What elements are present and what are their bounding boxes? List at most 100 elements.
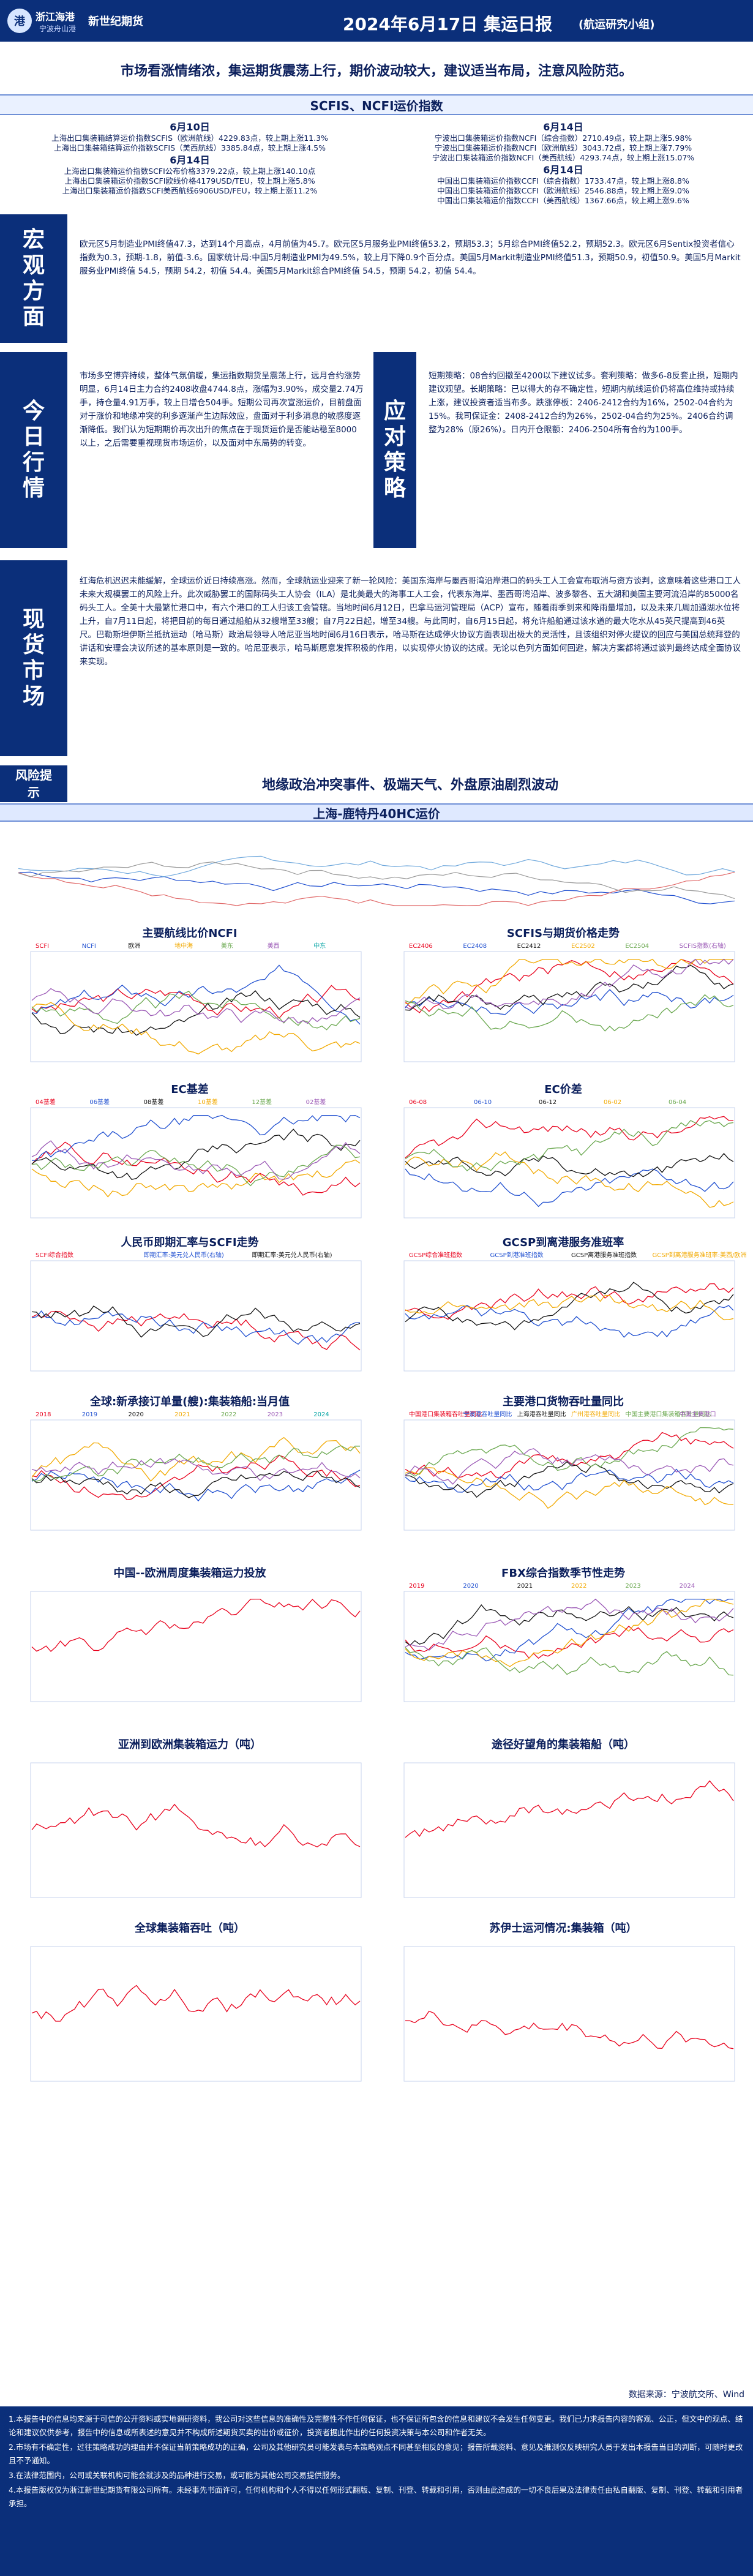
legend-entry: 06-02 [604, 1099, 621, 1106]
legend-entry: 中国主要港口集装箱吞吐量同比 [625, 1410, 711, 1418]
logo-tag: 宁波舟山港 [39, 24, 77, 33]
legend-entry: 06-12 [539, 1099, 556, 1106]
chart-frame [403, 1107, 735, 1219]
chart-frame [30, 1591, 362, 1702]
chart-series-line [31, 1436, 361, 1482]
disclaimer: 1.本报告中的信息均来源于可信的公开资料或实地调研资料，我公司对这些信息的准确性… [0, 2406, 753, 2576]
data-source: 数据来源：宁波航交所、Wind [628, 2390, 744, 2400]
chart-title: SCFIS与期货价格走势 [506, 927, 620, 940]
chart-series-line [31, 1128, 361, 1180]
chart-top [0, 824, 753, 922]
legend-entry: 10基差 [198, 1098, 218, 1106]
logo-company: 浙江海港 [36, 10, 75, 23]
chart-canvas: 2019 2020 2021 2022 2023 2024 [403, 1583, 735, 1702]
legend-entry: 2021 [174, 1411, 190, 1418]
index-row: 上海出口集装箱运价指数SCFI公布价格3379.22点，较上期上涨140.10点 [64, 167, 316, 176]
chart-canvas: 04基差 06基差 08基差 10基差 12基差 02基差 [30, 1098, 362, 1219]
chart-series-line [31, 1470, 361, 1502]
chart-frame [403, 1762, 735, 1898]
chart-series-line [31, 1002, 361, 1055]
chart-title: 亚洲到欧洲集装箱运力（吨） [118, 1738, 261, 1751]
chart-series-line [405, 1120, 734, 1171]
legend-entry: 06-08 [409, 1099, 427, 1106]
chart-title: EC基差 [171, 1083, 209, 1096]
chart-series-line [31, 990, 361, 1031]
legend-entry: 上海港吞吐量同比 [517, 1410, 566, 1418]
chart-series-line [31, 1985, 361, 2022]
chart-series-line [405, 2010, 734, 2049]
chart-series-line [31, 1457, 361, 1481]
today-label: 今日行情 [0, 352, 67, 548]
strategy-label: 应对策略 [373, 352, 416, 548]
chart-series-line [31, 985, 361, 1019]
legend-entry: 2019 [409, 1583, 424, 1590]
chart-series-line [31, 1141, 361, 1196]
chart-series-line [31, 1803, 361, 1848]
chart-series-line [405, 1152, 734, 1177]
chart-series-line [405, 1780, 734, 1838]
chart-canvas: GCSP综合准班指数 GCSP到港准班指数 GCSP离港服务准班指数 GCSP到离港服… [403, 1251, 746, 1372]
legend-entry: 2024 [680, 1583, 695, 1590]
chart-canvas [403, 1762, 735, 1898]
legend-entry: 2022 [571, 1583, 586, 1590]
legend-entry: 2023 [625, 1583, 640, 1590]
risk-label: 风险提示 [0, 765, 67, 802]
chart-canvas [30, 1762, 362, 1898]
risk-section: 风险提示 地缘政治冲突事件、极端天气、外盘原油剧烈波动 [0, 765, 753, 802]
legend-entry: EC2502 [571, 943, 595, 950]
chart-canvas [30, 1591, 362, 1702]
chart-frame [403, 1260, 735, 1372]
port-logo-icon: 港 [7, 9, 32, 33]
index-section-title: SCFIS、NCFI运价指数 [0, 94, 753, 115]
logo-group: 港 浙江海港 宁波舟山港 新世纪期货 [7, 9, 143, 34]
legend-entry: 06基差 [89, 1098, 110, 1106]
chart-frame [30, 1946, 362, 2082]
legend-entry: 中国主要港口 [680, 1410, 716, 1418]
chart-series-line [31, 1140, 361, 1180]
chart-series-line [31, 1305, 361, 1338]
chart-canvas: EC2406 EC2408 EC2412 EC2502 EC2504 SCFIS指数(右轴… [403, 942, 735, 1062]
chart-series-line [405, 994, 734, 1032]
chart-series-line [405, 1282, 734, 1331]
legend-entry: 中东 [313, 942, 326, 950]
disclaimer-item: 3.在法律范围内，公司或关联机构可能会就涉及的品种进行交易，或可能为其他公司交易… [9, 2471, 345, 2480]
chart-title: 全球集装箱吞吐（吨） [135, 1922, 245, 1935]
spot-text: 红海危机迟迟未能缓解，全球运价近日持续高涨。然而，全球航运业迎来了新一轮风险：美… [80, 576, 741, 667]
chart-series-line [31, 1470, 361, 1498]
legend-entry: 即期汇率:美元兑人民币(右轴) [252, 1251, 332, 1259]
chart-series-line [405, 1467, 734, 1509]
index-row: 宁波出口集装箱运价指数NCFI（欧洲航线）3043.72点，较上期上涨7.79% [434, 143, 692, 152]
chart-series-line [31, 1598, 361, 1652]
legend-entry: 2023 [268, 1411, 283, 1418]
legend-entry: GCSP综合准班指数 [409, 1251, 462, 1259]
chart-frame [30, 951, 362, 1062]
index-date: 6月14日 [543, 164, 583, 176]
legend-entry: 2019 [82, 1411, 97, 1418]
legend-entry: EC2408 [463, 943, 487, 950]
index-row: 中国出口集装箱运价指数CCFI（欧洲航线）2546.88点，较上期上涨9.0% [437, 186, 689, 195]
macro-text: 欧元区5月制造业PMI终值47.3，达到14个月高点，4月前值为45.7。欧元区… [80, 239, 741, 276]
chart-series-line [405, 1283, 734, 1320]
legend-entry: 广州港吞吐量同比 [571, 1411, 620, 1418]
chart-series-line [405, 964, 734, 1011]
chart-series-line [18, 862, 735, 899]
chart-title: 全球:新承接订单量(艘):集装箱船:当月值 [89, 1395, 290, 1408]
chart-title: 苏伊士运河情况:集装箱（吨） [489, 1922, 637, 1935]
chart-title: FBX综合指数季节性走势 [501, 1567, 625, 1580]
chart-series-line [405, 1625, 734, 1659]
index-date: 6月10日 [170, 121, 210, 133]
legend-entry: 2022 [221, 1411, 236, 1418]
chart-title: GCSP到离港服务准班率 [502, 1236, 624, 1249]
legend-entry: EC2412 [517, 943, 541, 950]
chart-canvas: 06-08 06-10 06-12 06-02 06-04 [403, 1099, 735, 1219]
index-row: 中国出口集装箱运价指数CCFI（综合指数）1733.47点，较上期上涨8.8% [437, 176, 689, 186]
chart-series-line [18, 871, 735, 904]
legend-entry: 12基差 [252, 1098, 272, 1106]
chart-series-line [405, 1294, 734, 1321]
chart-frame [30, 1260, 362, 1372]
index-row: 中国出口集装箱运价指数CCFI（美西航线）1367.66点，较上期上涨9.6% [437, 196, 689, 205]
macro-label: 宏观方面 [0, 214, 67, 343]
chart-series-line [31, 1144, 361, 1187]
index-date: 6月14日 [170, 154, 210, 166]
legend-entry: 08基差 [144, 1098, 164, 1106]
